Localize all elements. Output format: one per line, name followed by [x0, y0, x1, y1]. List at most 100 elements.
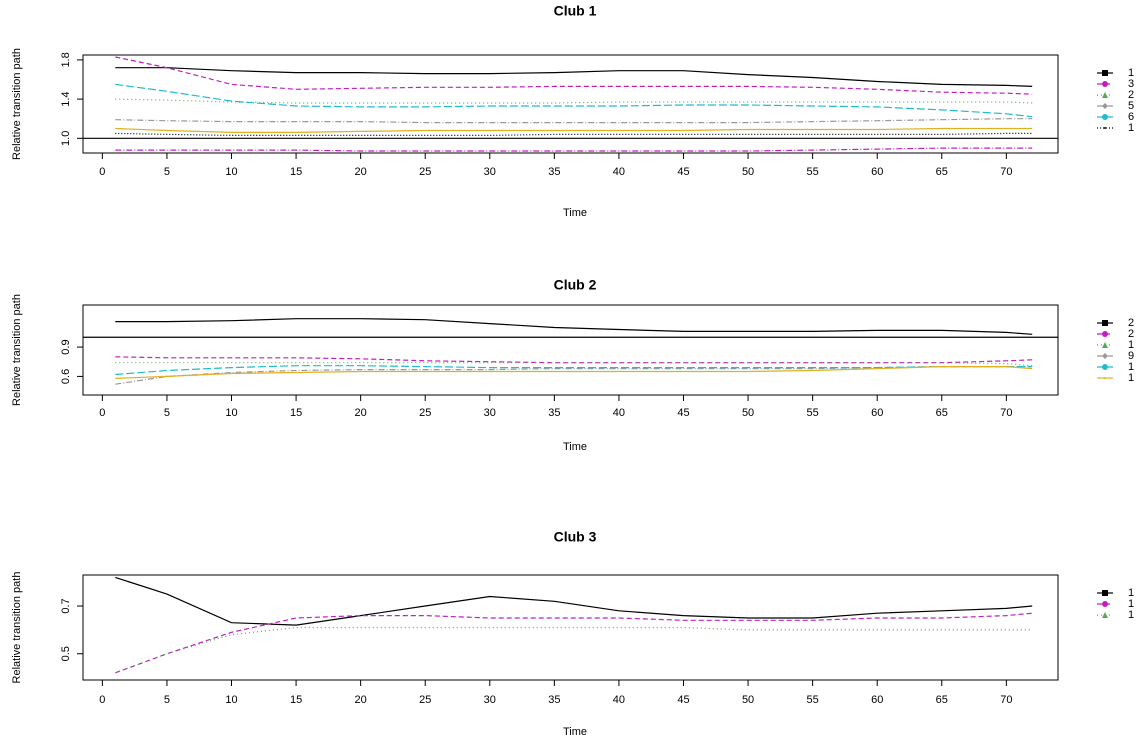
- legend-marker: [1102, 601, 1108, 607]
- x-tick-label: 65: [936, 407, 948, 419]
- x-tick-label: 40: [613, 166, 625, 178]
- y-tick-label: 1.8: [60, 52, 72, 67]
- legend-label: 1: [1128, 122, 1134, 134]
- x-axis-title: Time: [563, 207, 587, 219]
- series-line: [115, 56, 1033, 95]
- x-tick-label: 70: [1000, 694, 1012, 706]
- x-axis-title: Time: [563, 441, 587, 453]
- x-tick-label: 45: [677, 166, 689, 178]
- plot-frame: [82, 54, 1059, 154]
- legend-marker: [1102, 342, 1108, 348]
- x-tick-label: 60: [871, 166, 883, 178]
- x-tick-label: 25: [419, 166, 431, 178]
- series-line: [115, 132, 1033, 136]
- x-tick-label: 20: [355, 407, 367, 419]
- legend-label: 5: [1128, 100, 1134, 112]
- legend-marker: [1102, 364, 1108, 370]
- legend-marker: [1102, 331, 1108, 337]
- x-tick-label: 40: [613, 407, 625, 419]
- x-tick-label: 55: [807, 407, 819, 419]
- y-axis-title: Relative transition path: [11, 294, 23, 406]
- x-tick-label: 50: [742, 166, 754, 178]
- series-line: [115, 83, 1033, 118]
- x-tick-label: 35: [548, 407, 560, 419]
- legend-label: 3: [1128, 78, 1134, 90]
- legend-marker: [1102, 114, 1108, 120]
- legend-label: 1: [1128, 339, 1134, 351]
- legend-label: 1: [1128, 609, 1134, 621]
- series-line: [115, 366, 1033, 379]
- legend-label: 1: [1128, 598, 1134, 610]
- series-line: [115, 362, 1033, 367]
- x-tick-label: 60: [871, 407, 883, 419]
- x-tick-label: 30: [484, 407, 496, 419]
- y-axis-title: Relative transition path: [11, 572, 23, 684]
- series-line: [115, 67, 1033, 87]
- legend-marker: [1104, 377, 1106, 379]
- x-tick-label: 10: [225, 166, 237, 178]
- x-tick-label: 50: [742, 694, 754, 706]
- x-tick-label: 55: [807, 694, 819, 706]
- x-tick-label: 35: [548, 694, 560, 706]
- x-tick-label: 10: [225, 694, 237, 706]
- y-axis-title: Relative transition path: [11, 48, 23, 160]
- legend-marker: [1102, 92, 1108, 98]
- plot-area: [83, 56, 1058, 152]
- y-tick-label: 1.0: [60, 131, 72, 146]
- y-tick-label: 0.6: [60, 369, 72, 384]
- x-tick-label: 15: [290, 166, 302, 178]
- series-line: [115, 576, 1033, 626]
- legend-marker: [1102, 612, 1108, 618]
- x-tick-label: 20: [355, 166, 367, 178]
- y-tick-label: 1.4: [60, 91, 72, 106]
- x-tick-label: 45: [677, 694, 689, 706]
- x-tick-label: 65: [936, 166, 948, 178]
- legend-marker: [1102, 320, 1108, 326]
- x-tick-label: 55: [807, 166, 819, 178]
- legend-label: 1: [1128, 587, 1134, 599]
- x-tick-label: 60: [871, 694, 883, 706]
- legend-marker: [1102, 70, 1108, 76]
- legend-label: 2: [1128, 328, 1134, 340]
- legend-label: 2: [1128, 89, 1134, 101]
- series-line: [115, 626, 1033, 674]
- y-tick-label: 0.5: [60, 646, 72, 661]
- y-tick-label: 0.9: [60, 339, 72, 354]
- chart-title: Club 1: [554, 3, 597, 19]
- series-line: [115, 118, 1033, 124]
- legend-marker: [1102, 103, 1108, 109]
- legend-label: 6: [1128, 111, 1134, 123]
- plot-frame: [82, 574, 1059, 681]
- chart-title: Club 3: [554, 529, 597, 545]
- series-line: [115, 318, 1033, 335]
- legend-label: 1: [1128, 67, 1134, 79]
- series-line: [115, 98, 1033, 104]
- series-line: [115, 356, 1033, 364]
- legend-marker: [1102, 590, 1108, 596]
- x-tick-label: 0: [99, 694, 105, 706]
- series-line: [115, 612, 1033, 674]
- x-axis-title: Time: [563, 726, 587, 738]
- x-tick-label: 65: [936, 694, 948, 706]
- series-line: [115, 147, 1033, 152]
- x-tick-label: 50: [742, 407, 754, 419]
- legend-label: 1: [1128, 361, 1134, 373]
- x-tick-label: 0: [99, 407, 105, 419]
- x-tick-label: 35: [548, 166, 560, 178]
- x-tick-label: 5: [164, 166, 170, 178]
- x-tick-label: 5: [164, 694, 170, 706]
- legend-marker: [1104, 127, 1106, 129]
- x-tick-label: 70: [1000, 166, 1012, 178]
- plot-area: [115, 576, 1033, 674]
- legend-marker: [1102, 353, 1108, 359]
- x-tick-label: 10: [225, 407, 237, 419]
- x-tick-label: 0: [99, 166, 105, 178]
- x-tick-label: 25: [419, 694, 431, 706]
- series-line: [115, 366, 1033, 385]
- x-tick-label: 45: [677, 407, 689, 419]
- plot-frame: [82, 304, 1059, 396]
- legend-label: 9: [1128, 350, 1134, 362]
